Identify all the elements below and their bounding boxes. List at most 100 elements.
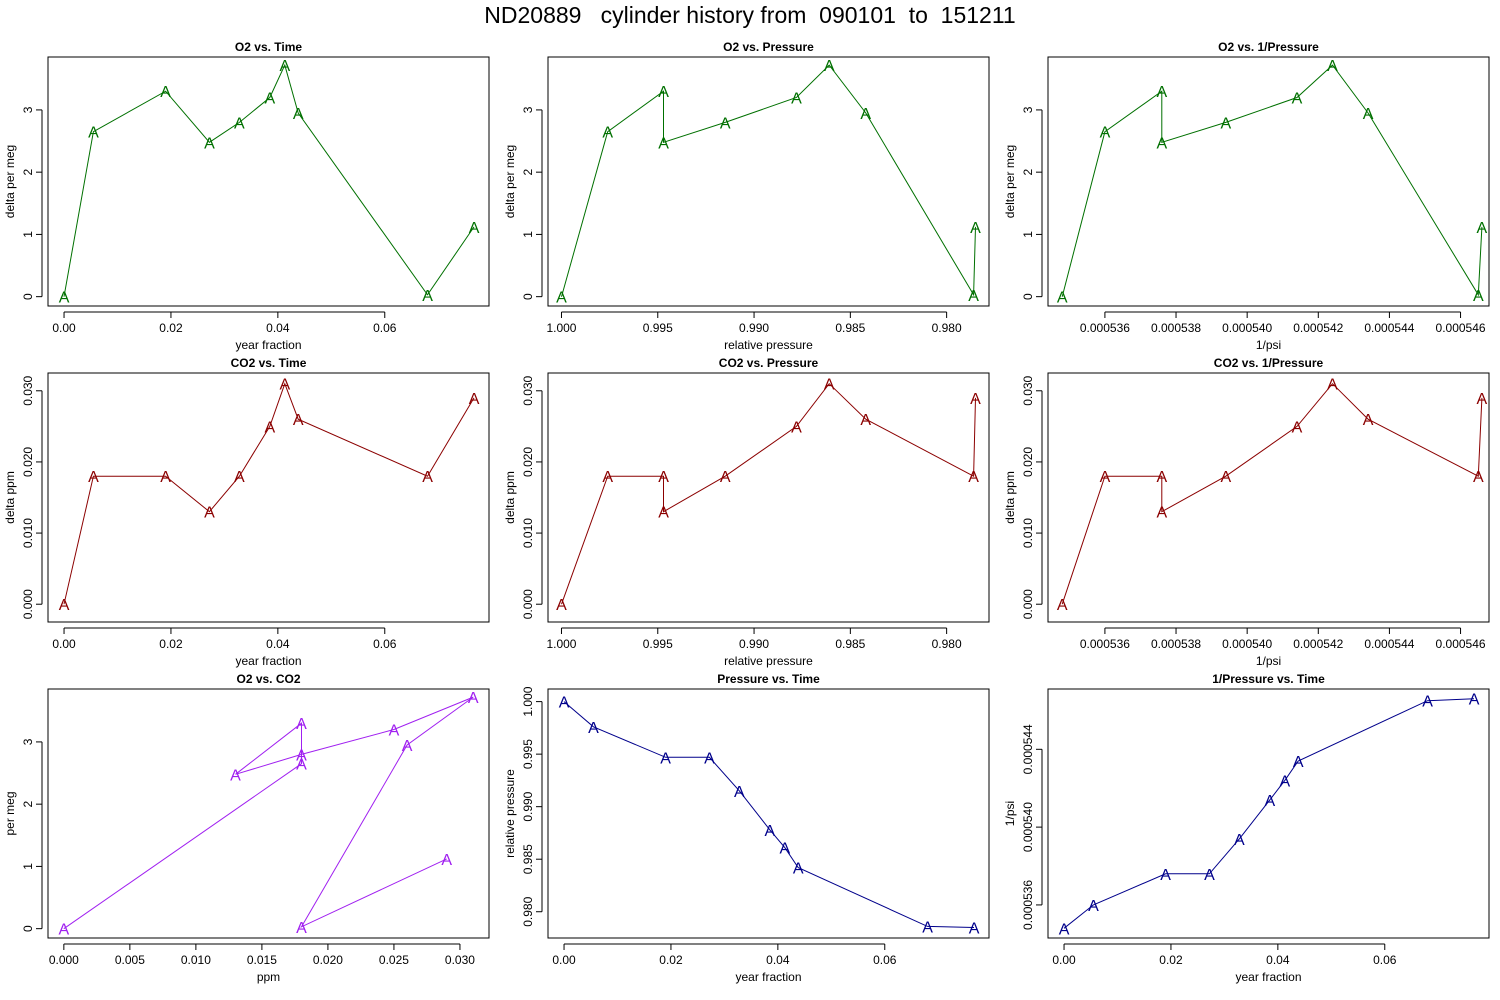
x-tick-label: 0.06 xyxy=(373,321,397,335)
data-point-marker: A xyxy=(556,290,567,307)
plot-frame xyxy=(1047,688,1490,939)
x-tick-label: 0.000546 xyxy=(1436,637,1486,651)
data-point-marker: A xyxy=(602,125,613,142)
chart-panel: O2 vs. 1/Pressure 0.000536 0.000538 0.00054… xyxy=(1003,40,1490,352)
data-point-marker: A xyxy=(791,419,802,436)
series-line xyxy=(63,696,474,930)
data-point-marker: A xyxy=(1057,597,1068,614)
y-axis-label: delta ppm xyxy=(3,471,17,524)
chart-title: O2 vs. Time xyxy=(235,40,302,54)
data-point-marker: A xyxy=(1265,793,1276,810)
data-point-marker: A xyxy=(88,469,99,486)
data-point-marker: A xyxy=(204,505,215,522)
plot-frame xyxy=(547,56,990,307)
y-tick-label: 2 xyxy=(1021,169,1035,176)
data-point-marker: A xyxy=(293,106,304,123)
y-axis-label: delta per meg xyxy=(3,145,17,218)
x-tick-label: 0.00 xyxy=(52,637,76,651)
x-tick-label: 0.995 xyxy=(643,321,673,335)
data-point-marker: A xyxy=(970,391,981,408)
data-point-marker: A xyxy=(1100,125,1111,142)
y-tick-label: 2 xyxy=(21,801,35,808)
y-tick-label: 0.990 xyxy=(521,791,535,821)
data-point-marker: A xyxy=(402,738,413,755)
x-tick-label: 0.985 xyxy=(835,637,865,651)
x-axis-label: year fraction xyxy=(1235,970,1301,984)
chart-panel: CO2 vs. Pressure 1.000 0.995 0.990 0.985 0.98… xyxy=(503,356,990,668)
x-tick-label: 0.995 xyxy=(643,637,673,651)
data-point-marker: A xyxy=(234,115,245,132)
y-tick-label: 0.000536 xyxy=(1021,880,1035,930)
data-point-marker: A xyxy=(968,469,979,486)
data-point-marker: A xyxy=(765,823,776,840)
data-point-marker: A xyxy=(296,757,307,774)
x-tick-label: 0.00 xyxy=(52,321,76,335)
x-axis-label: 1/psi xyxy=(1256,338,1281,352)
plot-frame xyxy=(547,688,990,939)
plot-frame xyxy=(1047,56,1490,307)
x-tick-label: 0.000542 xyxy=(1293,321,1343,335)
data-point-marker: A xyxy=(1422,694,1433,711)
data-point-marker: A xyxy=(602,469,613,486)
x-tick-label: 0.990 xyxy=(739,321,769,335)
data-point-marker: A xyxy=(1327,377,1338,394)
data-point-marker: A xyxy=(160,469,171,486)
data-point-marker: A xyxy=(59,597,70,614)
x-tick-label: 0.02 xyxy=(659,953,683,967)
y-tick-label: 3 xyxy=(21,738,35,745)
x-tick-label: 0.980 xyxy=(932,637,962,651)
y-tick-label: 0 xyxy=(21,925,35,932)
chart-panel: Pressure vs. Time 0.00 0.02 0.04 0.06 year fr… xyxy=(503,672,990,984)
data-point-marker: A xyxy=(234,469,245,486)
y-tick-label: 0.000 xyxy=(1021,589,1035,619)
data-point-marker: A xyxy=(1057,290,1068,307)
x-tick-label: 0.04 xyxy=(266,637,290,651)
data-point-marker: A xyxy=(389,722,400,739)
x-tick-label: 0.000542 xyxy=(1293,637,1343,651)
y-tick-label: 3 xyxy=(521,106,535,113)
chart-panel: 1/Pressure vs. Time 0.00 0.02 0.04 0.06 year … xyxy=(1003,672,1490,984)
y-tick-label: 0 xyxy=(521,293,535,300)
y-axis-label: per meg xyxy=(3,791,17,835)
data-point-marker: A xyxy=(658,135,669,152)
data-point-marker: A xyxy=(1473,288,1484,305)
y-tick-label: 1 xyxy=(21,231,35,238)
data-point-marker: A xyxy=(296,747,307,764)
data-point-marker: A xyxy=(1220,469,1231,486)
data-point-marker: A xyxy=(204,135,215,152)
data-point-marker: A xyxy=(1293,754,1304,771)
data-point-marker: A xyxy=(1220,115,1231,132)
data-point-marker: A xyxy=(970,220,981,237)
x-tick-label: 0.985 xyxy=(835,321,865,335)
x-tick-label: 0.02 xyxy=(1159,953,1183,967)
data-point-marker: A xyxy=(1160,867,1171,884)
data-point-marker: A xyxy=(793,861,804,878)
y-tick-label: 0.030 xyxy=(521,375,535,405)
x-tick-label: 0.02 xyxy=(159,637,183,651)
y-tick-label: 0.020 xyxy=(21,447,35,477)
data-point-marker: A xyxy=(293,412,304,429)
x-tick-label: 0.000 xyxy=(49,953,79,967)
y-tick-label: 0.985 xyxy=(521,844,535,874)
series-line xyxy=(63,63,475,297)
data-point-marker: A xyxy=(588,720,599,737)
y-axis-label: delta ppm xyxy=(503,471,517,524)
data-point-marker: A xyxy=(279,58,290,75)
y-tick-label: 0.980 xyxy=(521,896,535,926)
data-point-marker: A xyxy=(1279,773,1290,790)
data-point-marker: A xyxy=(658,84,669,101)
data-point-marker: A xyxy=(265,90,276,107)
data-point-marker: A xyxy=(422,469,433,486)
data-point-marker: A xyxy=(59,290,70,307)
data-point-marker: A xyxy=(1292,419,1303,436)
data-point-marker: A xyxy=(660,750,671,767)
y-tick-label: 0.030 xyxy=(1021,375,1035,405)
series-line xyxy=(561,382,976,605)
data-point-marker: A xyxy=(658,469,669,486)
data-point-marker: A xyxy=(734,784,745,801)
chart-title: CO2 vs. Pressure xyxy=(719,356,819,370)
x-tick-label: 0.02 xyxy=(159,321,183,335)
x-tick-label: 0.00 xyxy=(552,953,576,967)
x-tick-label: 0.04 xyxy=(266,321,290,335)
y-axis-label: delta per meg xyxy=(503,145,517,218)
